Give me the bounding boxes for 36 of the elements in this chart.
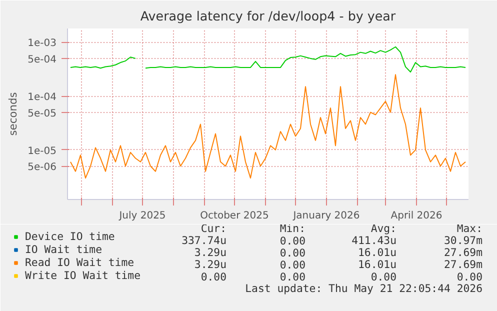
y-tick-label: 5e-05 xyxy=(28,108,57,120)
chart-title: Average latency for /dev/loop4 - by year xyxy=(140,8,396,24)
text: 411.43u xyxy=(352,234,397,247)
text: Avg: xyxy=(370,222,397,235)
x-tick-label: January 2026 xyxy=(292,210,360,222)
text: Max: xyxy=(456,222,483,235)
text: 16.01u xyxy=(358,246,397,259)
x-tick-label: October 2025 xyxy=(200,210,269,222)
legend-label: IO Wait time xyxy=(25,243,102,256)
x-tick-label: April 2026 xyxy=(390,210,442,222)
legend-label: Write IO Wait time xyxy=(25,269,140,282)
text: 3.29u xyxy=(194,258,226,271)
text: 0.00 xyxy=(280,270,306,284)
x-tick-label: July 2025 xyxy=(118,210,166,222)
y-tick-label: 5e-06 xyxy=(28,162,57,174)
text: Last update: Thu May 21 22:05:44 2026 xyxy=(245,282,483,295)
text: 27.69m xyxy=(444,246,483,259)
text: 337.74u xyxy=(182,234,227,247)
line-series xyxy=(70,74,466,179)
text: 0.00 xyxy=(280,234,306,248)
y-tick-label: 5e-04 xyxy=(28,54,57,66)
y-tick-label: 1e-05 xyxy=(28,146,57,157)
text: 0.00 xyxy=(280,246,306,260)
text: 0.00 xyxy=(456,270,483,284)
y-tick-label: 1e-04 xyxy=(28,92,57,104)
legend-label: Device IO time xyxy=(25,230,115,243)
legend-label: Read IO Wait time xyxy=(25,256,134,269)
text: 30.97m xyxy=(444,234,483,247)
y-tick-label: 1e-03 xyxy=(28,38,57,50)
text: 27.69m xyxy=(444,258,483,271)
text: 0.00 xyxy=(280,258,306,272)
text: 0.00 xyxy=(200,270,227,284)
text: 3.29u xyxy=(194,246,226,259)
text: 0.00 xyxy=(370,270,397,284)
y-axis-title: seconds xyxy=(6,92,20,136)
text: 16.01u xyxy=(358,258,397,271)
